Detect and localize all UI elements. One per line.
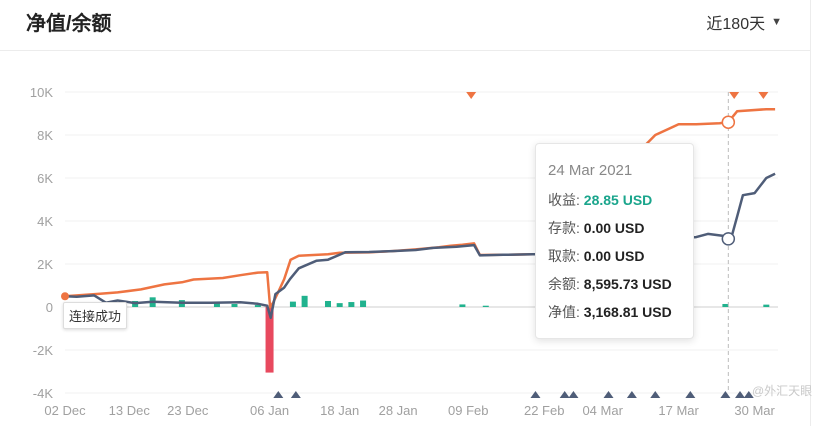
tooltip-label: 收益: (548, 192, 580, 208)
x-tick-label: 17 Mar (658, 403, 699, 418)
deposit-bar (360, 300, 367, 307)
tooltip-value: 0.00 USD (583, 220, 645, 236)
tooltip-value: 28.85 USD (583, 192, 653, 208)
x-tick-label: 06 Jan (250, 403, 289, 418)
top-event-marker (729, 92, 740, 99)
bottom-event-marker (273, 391, 284, 398)
y-tick-label: 6K (37, 171, 53, 186)
tooltip-row-balance: 余额: 8,595.73 USD (548, 274, 672, 294)
tooltip-label: 取款: (548, 248, 580, 264)
bottom-event-marker (603, 391, 614, 398)
deposit-bar (482, 305, 489, 307)
equity-line (64, 172, 776, 320)
deposit-bar (254, 305, 261, 307)
y-tick-label: -4K (33, 386, 54, 401)
deposit-bar (213, 303, 220, 307)
top-event-marker (758, 92, 769, 99)
deposit-bar (289, 301, 296, 307)
chevron-down-icon: ▼ (771, 16, 782, 28)
x-tick-label: 28 Jan (379, 403, 418, 418)
start-point (61, 292, 69, 301)
x-tick-label: 09 Feb (448, 403, 488, 418)
tooltip-date: 24 Mar 2021 (548, 162, 633, 179)
tooltip-value: 8,595.73 USD (583, 276, 672, 292)
y-tick-label: 0 (46, 300, 53, 315)
x-tick-label: 02 Dec (44, 403, 86, 418)
y-tick-label: 10K (30, 85, 53, 100)
y-tick-label: 4K (37, 214, 53, 229)
x-tick-label: 18 Jan (320, 403, 359, 418)
tooltip-value: 0.00 USD (583, 248, 645, 264)
tooltip-row-profit: 收益: 28.85 USD (548, 190, 652, 210)
y-tick-label: 2K (37, 257, 53, 272)
tooltip-label: 净值: (548, 304, 580, 320)
deposit-bar (336, 303, 343, 307)
panel-header: 净值/余额 近180天 ▼ (0, 0, 810, 51)
tooltip-row-deposit: 存款: 0.00 USD (548, 218, 644, 238)
x-tick-label: 23 Dec (167, 403, 209, 418)
x-tick-label: 22 Feb (524, 403, 564, 418)
tooltip-value: 3,168.81 USD (583, 304, 672, 320)
tooltip-row-withdraw: 取款: 0.00 USD (548, 246, 644, 266)
tooltip-row-equity: 净值: 3,168.81 USD (548, 302, 672, 322)
deposit-bar (301, 295, 308, 307)
deposit-bar (763, 304, 770, 307)
tooltip-label: 余额: (548, 276, 580, 292)
bottom-event-marker (743, 391, 754, 398)
bottom-event-marker (650, 391, 661, 398)
deposit-bar (348, 302, 355, 307)
tooltip-label: 存款: (548, 220, 580, 236)
start-badge: 连接成功 (63, 302, 128, 329)
x-tick-label: 04 Mar (582, 403, 623, 418)
x-tick-label: 30 Mar (734, 403, 775, 418)
bottom-event-marker (735, 391, 746, 398)
deposit-bar (324, 300, 331, 307)
deposit-bar (231, 303, 238, 307)
page-title: 净值/余额 (26, 13, 112, 35)
chart-tooltip: 24 Mar 2021 收益: 28.85 USD 存款: 0.00 USD 取… (535, 143, 694, 339)
time-range-label: 近180天 (706, 16, 766, 33)
bottom-event-marker (530, 391, 541, 398)
bottom-event-marker (290, 391, 301, 398)
bottom-event-marker (685, 391, 696, 398)
x-tick-label: 13 Dec (109, 403, 151, 418)
bottom-event-marker (626, 391, 637, 398)
top-event-marker (466, 92, 477, 99)
deposit-bar (722, 303, 729, 307)
bottom-event-marker (559, 391, 570, 398)
balance-hover-point (721, 115, 736, 129)
bottom-event-marker (720, 391, 731, 398)
bottom-event-marker (568, 391, 579, 398)
y-tick-label: 8K (37, 128, 53, 143)
deposit-bar (459, 304, 466, 307)
equity-hover-point (721, 232, 736, 246)
y-tick-label: -2K (33, 343, 54, 358)
withdraw-bar (265, 307, 274, 373)
watermark: @外汇天眼 (752, 384, 813, 398)
time-range-dropdown[interactable]: 近180天 ▼ (706, 10, 782, 34)
